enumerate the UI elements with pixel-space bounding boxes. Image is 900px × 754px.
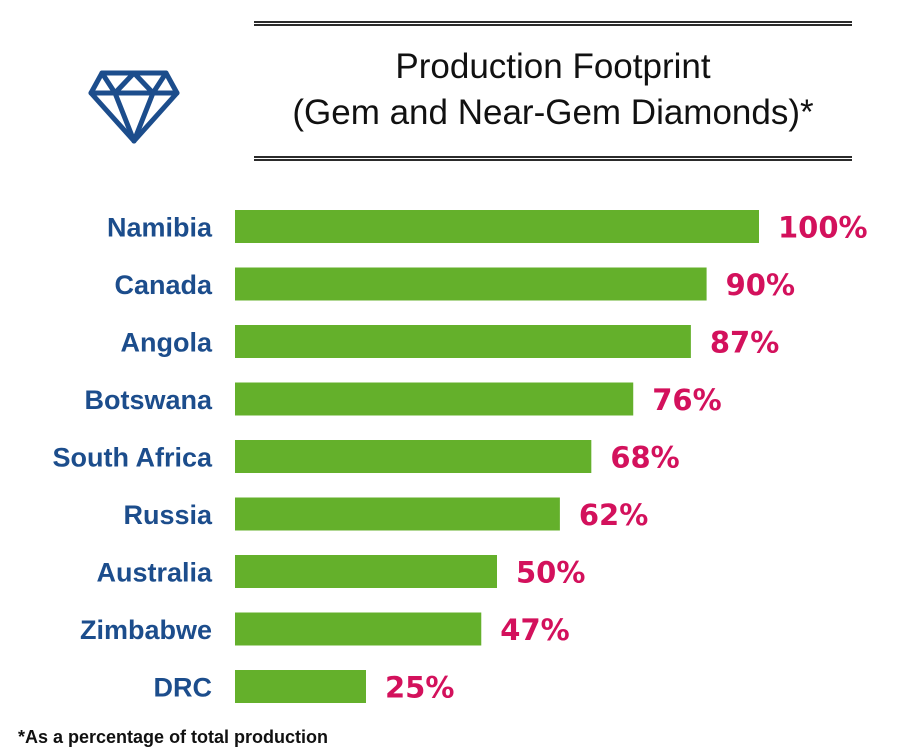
rule-bottom bbox=[254, 156, 852, 161]
value-label: 50% bbox=[516, 556, 585, 590]
category-label: Australia bbox=[96, 558, 213, 588]
category-label: Zimbabwe bbox=[80, 615, 212, 645]
category-label: South Africa bbox=[52, 443, 212, 473]
bar bbox=[235, 555, 497, 588]
bar bbox=[235, 210, 759, 243]
value-label: 68% bbox=[610, 441, 679, 475]
bar bbox=[235, 612, 482, 646]
bar bbox=[235, 497, 560, 531]
chart-title-line2: (Gem and Near-Gem Diamonds)* bbox=[292, 93, 814, 132]
category-label: DRC bbox=[154, 673, 213, 703]
rule-top bbox=[254, 21, 852, 26]
category-label: Botswana bbox=[84, 385, 213, 415]
category-label: Russia bbox=[123, 500, 213, 530]
value-label: 25% bbox=[385, 671, 454, 705]
bar bbox=[235, 440, 592, 473]
value-label: 90% bbox=[726, 268, 795, 302]
bar bbox=[235, 382, 634, 416]
value-label: 62% bbox=[579, 498, 648, 532]
value-label: 100% bbox=[778, 211, 868, 245]
diamond-icon bbox=[88, 70, 180, 144]
bar bbox=[235, 267, 707, 301]
category-label: Namibia bbox=[107, 213, 213, 243]
footnote: *As a percentage of total production bbox=[18, 727, 329, 747]
value-label: 87% bbox=[710, 326, 779, 360]
category-label: Canada bbox=[114, 270, 213, 300]
bar bbox=[235, 325, 691, 358]
value-label: 47% bbox=[500, 613, 569, 647]
chart-title-line1: Production Footprint bbox=[395, 47, 711, 86]
bar bbox=[235, 670, 366, 703]
value-label: 76% bbox=[652, 383, 721, 417]
category-label: Angola bbox=[121, 328, 213, 358]
